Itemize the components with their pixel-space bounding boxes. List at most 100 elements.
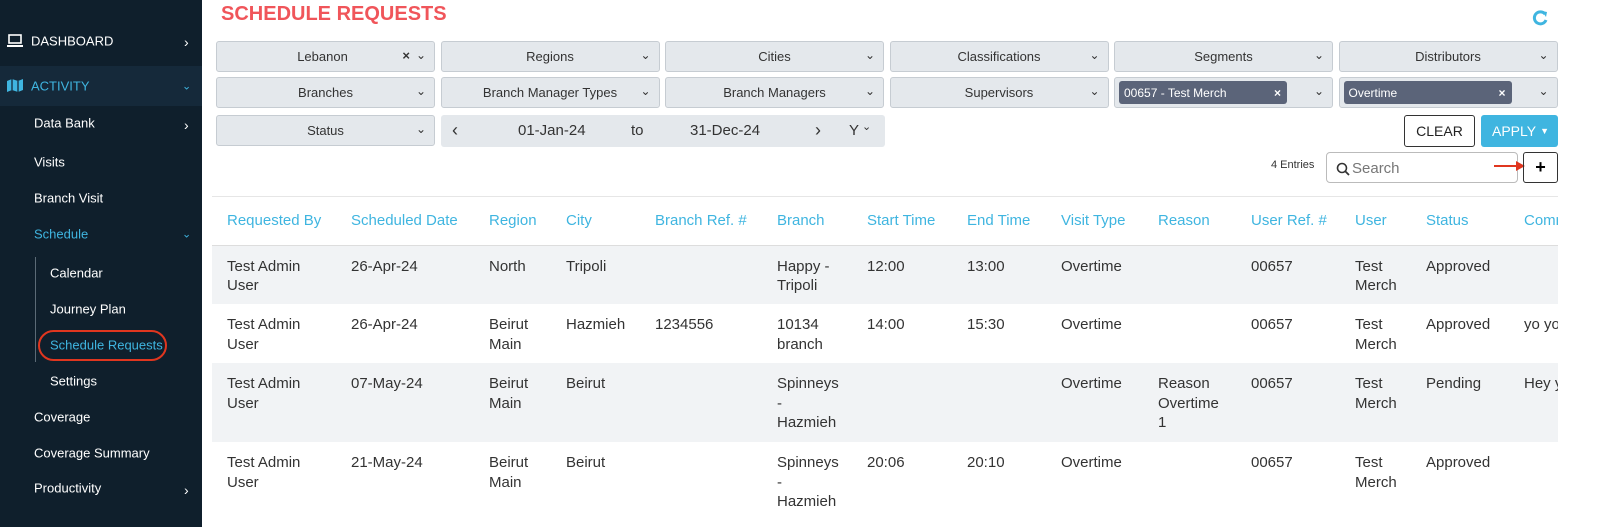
column-header[interactable]: Start Time [852,197,952,246]
nav-item[interactable]: Schedule Requests [50,337,163,353]
table-cell: yo yo [1524,316,1558,333]
clear-button[interactable]: CLEAR [1404,115,1475,147]
table-cell: Beirut Main [474,363,551,442]
filter-dropdown[interactable]: Classifications ⌄ [889,41,1109,72]
table-cell: 00657 [1236,363,1340,442]
table-container: Requested By Scheduled Date Region City Bran… [212,196,1558,527]
nav-item[interactable]: Data Bank [34,115,95,131]
column-header[interactable]: User Ref. # [1236,197,1340,246]
table-cell: Happy - Tripoli [762,245,852,304]
sidebar: DASHBOARD ACTIVITY Data Bank Visits Bran… [0,0,202,527]
chevron: ⌄ [1313,48,1324,62]
column-header[interactable]: Branch Ref. # [640,197,762,246]
table-cell: Spinneys - Hazmieh [762,363,852,442]
table-cell: Approved [1411,245,1509,304]
column-header[interactable]: End Time [952,197,1046,246]
table-cell: 26-Apr-24 [351,316,418,333]
filter-label: Regions [526,49,574,64]
filter-label: Classifications [957,49,1041,64]
filter-dropdown[interactable]: Branch Manager Types ⌄ [440,77,660,108]
nav-item[interactable]: ACTIVITY [31,78,90,94]
column-header[interactable]: City [551,197,640,246]
apply-button[interactable]: APPLY ▼ [1481,115,1558,147]
table-cell: 10134 branch [777,316,823,353]
chevron: ⌄ [1089,48,1100,62]
next-button[interactable]: › [815,120,821,140]
chevron: ⌄ [1089,84,1100,98]
filter-dropdown[interactable]: Supervisors ⌄ [889,77,1109,108]
filter-dropdown[interactable]: Overtime × ⌄ [1338,77,1558,108]
filter-dropdown[interactable]: Regions ⌄ [440,41,660,72]
table-cell: Overtime [1046,245,1143,304]
nav-item[interactable]: Schedule [34,226,89,242]
column-header[interactable]: Scheduled Date [336,197,474,246]
column-header[interactable]: User [1340,197,1411,246]
table-cell: Overtime [1061,454,1122,471]
table-cell [852,363,952,442]
table-cell [640,363,762,442]
table-cell: 21-May-24 [351,454,423,471]
nav-item[interactable]: Branch Visit [34,190,104,206]
chevron: ⌄ [640,84,651,98]
clear-x[interactable]: × [402,48,410,63]
nav-item[interactable]: DASHBOARD [31,33,114,49]
chevron: ⌄ [640,48,651,62]
column-header[interactable]: Region [474,197,551,246]
chevron: ⌄ [1313,84,1324,98]
period-select[interactable]: Y [849,122,860,139]
filter-label: Cities [758,49,791,64]
filter-dropdown[interactable]: Branches ⌄ [216,77,435,108]
column-header[interactable]: Comm [1509,197,1558,246]
nav-item[interactable]: Coverage [34,409,91,425]
chip-remove[interactable]: × [1273,85,1281,100]
column-header[interactable]: Visit Type [1046,197,1143,246]
nav-item[interactable]: Settings [50,373,97,389]
refresh-icon[interactable] [1532,9,1549,26]
chevron: ⌄ [1538,48,1549,62]
table-cell: 20:06 [867,454,905,471]
map-icon [7,79,23,92]
table-cell [1143,442,1236,526]
chevron: ⌄ [415,122,426,136]
column-header[interactable]: Requested By [212,197,336,246]
filter-label: Status [307,123,344,138]
filter-dropdown[interactable]: 00657 - Test Merch × ⌄ [1114,77,1333,108]
column-header[interactable]: Status [1411,197,1509,246]
filter-dropdown[interactable]: Branch Managers ⌄ [665,77,884,108]
filter-dropdown[interactable]: Distributors ⌄ [1338,41,1558,72]
filter-dropdown[interactable]: Segments ⌄ [1114,41,1333,72]
nav-item[interactable]: Productivity [34,480,102,496]
search-box[interactable]: Search [1326,152,1518,183]
date-separator: to [631,122,644,139]
entries-count: 4 Entries [1271,159,1315,171]
table-cell [640,245,762,304]
column-header[interactable]: Branch [762,197,852,246]
nav-item[interactable]: Coverage Summary [34,445,150,461]
add-button[interactable]: + [1523,152,1558,183]
nav-item[interactable]: Journey Plan [50,301,126,317]
table-cell: North [474,245,551,304]
prev-button[interactable]: ‹ [452,120,458,140]
chevron: › [184,117,189,133]
date-to[interactable]: 31-Dec-24 [690,122,761,139]
filter-dropdown[interactable]: Cities ⌄ [665,41,884,72]
chip-label: Overtime [1348,85,1398,100]
table-cell: Tripoli [551,245,640,304]
chevron: ⌄ [862,121,872,133]
filter-label: Segments [1194,49,1253,64]
column-header[interactable]: Reason [1143,197,1236,246]
date-from[interactable]: 01-Jan-24 [518,122,586,139]
nav-item[interactable]: Calendar [50,265,103,281]
table-cell: Test Admin User [227,454,301,491]
chevron: ⌄ [864,84,875,98]
nav-item[interactable]: Visits [34,154,65,170]
page-title: SCHEDULE REQUESTS [221,3,447,25]
filter-dropdown[interactable]: Status ⌄ [216,115,435,146]
chip-remove[interactable]: × [1498,85,1506,100]
table-cell: Approved [1426,454,1491,471]
filter-dropdown[interactable]: Lebanon × ⌄ [216,41,435,72]
table-row: Test Admin User 26-Apr-24 Beirut Main Hazmi… [212,304,1558,363]
chevron: ⌄ [415,84,426,98]
table-cell: Overtime [1046,363,1143,442]
chevron: ⌄ [1538,84,1549,98]
